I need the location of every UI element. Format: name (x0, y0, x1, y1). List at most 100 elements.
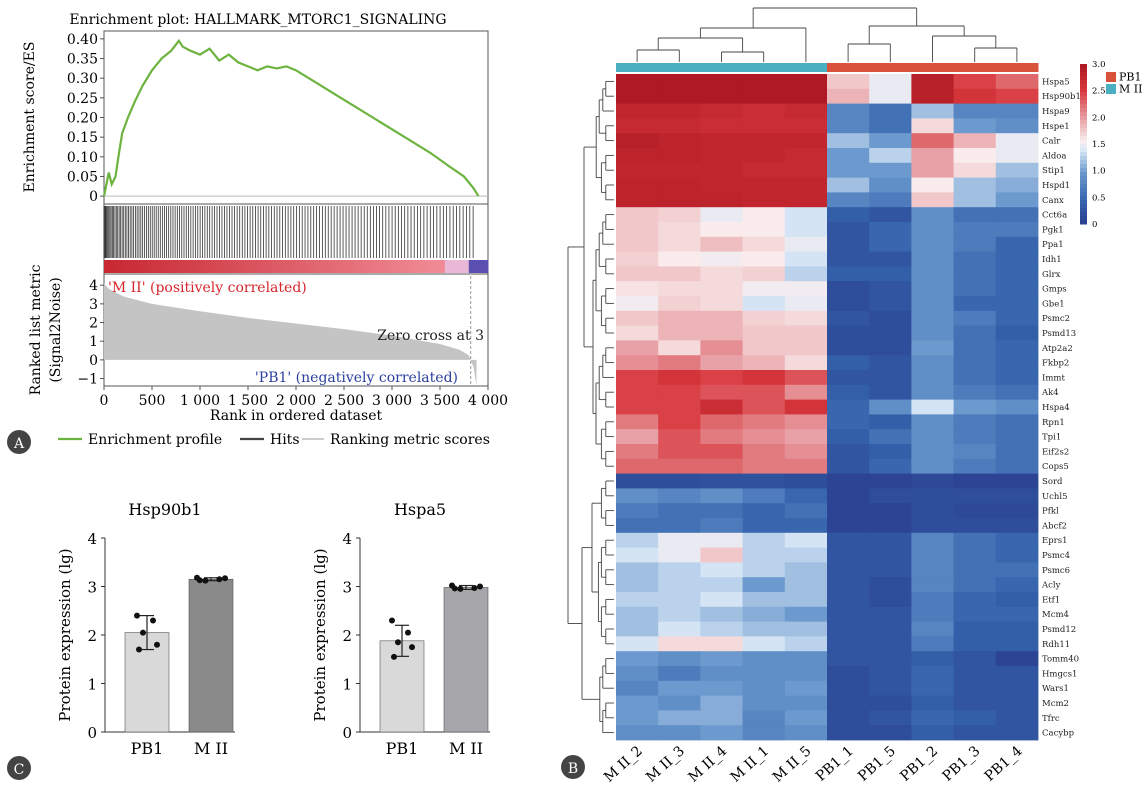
gsea-panel: Enrichment plot: HALLMARK_MTORC1_SIGNALI… (7, 12, 508, 454)
heatmap-cell (911, 562, 954, 578)
colorbar-tick-label: 3.0 (1092, 60, 1106, 70)
heatmap-cell (995, 325, 1039, 341)
heatmap-cell (995, 340, 1039, 356)
heatmap-cell (869, 606, 912, 622)
rank-bar-segment (113, 260, 119, 273)
colorbar-segment (1080, 72, 1087, 77)
heatmap-cell (784, 281, 828, 297)
heatmap-cell (869, 74, 912, 90)
heatmap-cell (742, 310, 786, 326)
rank-bar-segment (353, 260, 359, 273)
heatmap-cell (869, 651, 912, 667)
gene-label: Ppa1 (1042, 240, 1064, 250)
data-point (395, 639, 401, 646)
heatmap-cell (869, 222, 912, 238)
heatmap-cell (869, 725, 912, 741)
heatmap-cell (995, 606, 1039, 622)
rank-bar-segment (180, 260, 187, 273)
heatmap-cell (995, 177, 1039, 193)
heatmap-cell (658, 103, 701, 119)
heatmap-cell (911, 296, 954, 312)
heatmap-cell (784, 310, 828, 326)
heatmap-cell (616, 384, 659, 400)
enrichment-profile-line (102, 38, 480, 197)
heatmap-cell (742, 547, 786, 563)
heatmap-cell (616, 207, 659, 223)
colorbar-segment (1080, 100, 1087, 105)
gene-label: Mcm2 (1042, 699, 1069, 709)
rank-bar-segment (339, 260, 345, 273)
heatmap-cell (953, 236, 997, 252)
bar (188, 578, 234, 733)
heatmap-cell (995, 399, 1039, 415)
heatmap-cell (911, 414, 954, 430)
heatmap-cell (911, 236, 954, 252)
heatmap-cell (827, 399, 870, 415)
heatmap-cell (784, 207, 828, 223)
heatmap-cell (869, 488, 912, 504)
heatmap-cell (616, 532, 659, 548)
heatmap-cell (784, 133, 828, 149)
heatmap-cell (658, 651, 701, 667)
heatmap-cell (869, 414, 912, 430)
heatmap-cell (700, 207, 743, 223)
category-label: PB1 (386, 739, 419, 758)
heatmap-cell (784, 355, 828, 371)
heatmap-cell (700, 355, 743, 371)
heatmap-cell (869, 473, 912, 489)
heatmap-cell (658, 222, 701, 238)
colorbar-segment (1080, 120, 1087, 125)
heatmap-cell (784, 74, 828, 90)
heatmap-cell (995, 103, 1039, 119)
heatmap-cell (869, 503, 912, 519)
heatmap-cell (616, 710, 659, 726)
heatmap-cell (827, 192, 870, 208)
rank-tick-label: 4 000 (468, 393, 508, 409)
heatmap-cell (616, 133, 659, 149)
heatmap-cell (616, 725, 659, 741)
heatmap-cell (700, 562, 743, 578)
heatmap-cell (995, 592, 1039, 608)
heatmap-cell (911, 118, 954, 134)
heatmap-cell (784, 518, 828, 534)
heatmap-cell (658, 310, 701, 326)
negative-label: 'PB1' (negatively correlated) (255, 370, 458, 386)
heatmap-cell (953, 103, 997, 119)
rank-bar-segment (286, 260, 292, 273)
es-tick-label: 0.05 (67, 169, 98, 185)
rank-bar-segment (152, 260, 158, 273)
heatmap-cell (700, 88, 743, 104)
rank-bar-segment (348, 260, 355, 273)
heatmap-cell (911, 399, 954, 415)
heatmap-cell (911, 355, 954, 371)
heatmap-cell (742, 695, 786, 711)
heatmap-cell (742, 503, 786, 519)
heatmap-cell (869, 192, 912, 208)
heatmap-cell (911, 103, 954, 119)
heatmap-cell (742, 532, 786, 548)
heatmap-cell (742, 473, 786, 489)
heatmap-cell (953, 384, 997, 400)
heatmap-cell (784, 488, 828, 504)
heatmap-cell (658, 340, 701, 356)
heatmap-cell (616, 355, 659, 371)
heatmap-cell (995, 666, 1039, 682)
heatmap-cell (616, 606, 659, 622)
rank-bar-segment (440, 260, 446, 273)
rank-bar-segment (334, 260, 340, 273)
heatmap-cell (911, 532, 954, 548)
colorbar-segment (1080, 132, 1087, 137)
heatmap-cell (869, 444, 912, 460)
hsp90b1-barplot: Hsp90b1 0 1 2 3 4 Protein expression (lg) PB1 M … (56, 500, 235, 758)
metric-tick-label: 0 (89, 353, 98, 369)
heatmap-cell (911, 266, 954, 282)
heatmap-cell (784, 103, 828, 119)
heatmap-cell (911, 281, 954, 297)
heatmap-cell (742, 444, 786, 460)
category-label: M II (194, 739, 228, 758)
group-annotation-cell (742, 63, 786, 72)
heatmap-cell (616, 162, 659, 178)
heatmap-cell (700, 621, 743, 637)
es-tick-label: 0.40 (67, 32, 98, 48)
heatmap-cell (742, 429, 786, 445)
